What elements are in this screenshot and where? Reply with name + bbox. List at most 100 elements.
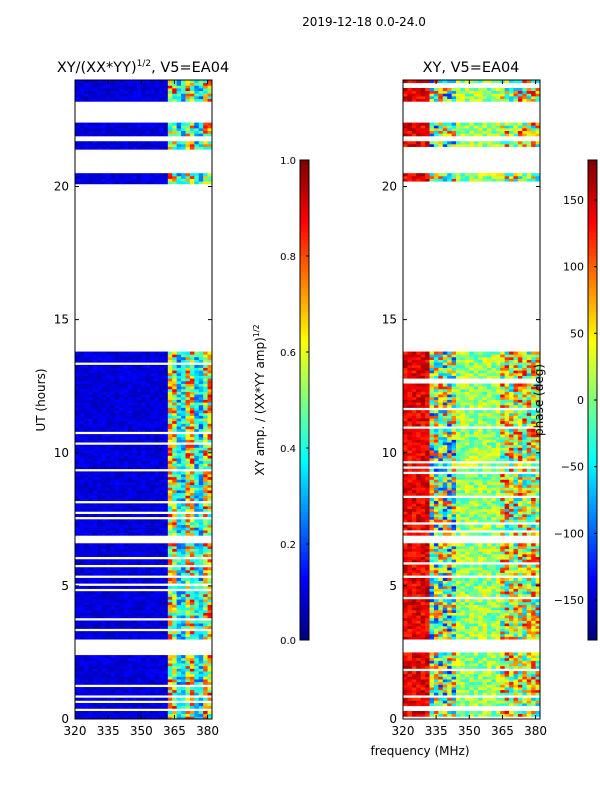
amplitude-heatmap-cell — [105, 359, 111, 363]
amplitude-heatmap-cell — [203, 503, 208, 507]
amplitude-heatmap-cell — [92, 383, 98, 387]
amplitude-heatmap-cell — [185, 146, 191, 150]
amplitude-heatmap-cell — [88, 482, 94, 486]
amplitude-heatmap-cell — [110, 711, 116, 715]
amplitude-heatmap-cell — [114, 386, 120, 390]
amplitude-heatmap-cell — [207, 471, 213, 475]
amplitude-heatmap-cell — [75, 679, 80, 683]
amplitude-heatmap-cell — [97, 615, 102, 619]
amplitude-heatmap-cell — [207, 487, 213, 491]
amplitude-heatmap-cell — [203, 711, 208, 715]
amplitude-heatmap-cell — [207, 82, 213, 86]
amplitude-heatmap-cell — [150, 615, 155, 619]
phase-heatmap-cell — [429, 684, 435, 688]
phase-heatmap-cell — [491, 689, 497, 693]
amplitude-heatmap-cell — [123, 178, 129, 182]
amplitude-heatmap-cell — [83, 620, 89, 624]
amplitude-heatmap-cell — [83, 130, 89, 134]
phase-heatmap-cell — [460, 636, 466, 640]
amplitude-heatmap-cell — [145, 402, 151, 406]
amplitude-heatmap-cell — [185, 463, 191, 467]
amplitude-heatmap-cell — [128, 506, 133, 510]
phase-heatmap-cell — [531, 681, 536, 685]
phase-heatmap-cell — [403, 681, 408, 685]
amplitude-heatmap-cell — [176, 612, 182, 616]
amplitude-heatmap-cell — [176, 593, 182, 597]
phase-heatmap-cell — [411, 655, 417, 659]
amplitude-heatmap-cell — [88, 423, 94, 427]
amplitude-heatmap-cell — [158, 687, 164, 691]
phase-heatmap-cell — [513, 671, 519, 675]
amplitude-heatmap-cell — [132, 577, 138, 581]
amplitude-heatmap-cell — [88, 508, 94, 512]
phase-heatmap-cell — [517, 652, 523, 656]
amplitude-heatmap-cell — [114, 492, 120, 496]
amplitude-heatmap-cell — [167, 660, 173, 664]
amplitude-heatmap-cell — [75, 591, 80, 595]
amplitude-heatmap-cell — [181, 506, 186, 510]
amplitude-heatmap-cell — [176, 713, 182, 717]
amplitude-heatmap-cell — [79, 596, 85, 600]
amplitude-heatmap-cell — [136, 394, 142, 398]
amplitude-heatmap-cell — [110, 82, 116, 86]
amplitude-heatmap-cell — [154, 391, 160, 395]
amplitude-heatmap-cell — [189, 657, 195, 661]
amplitude-heatmap-cell — [189, 82, 195, 86]
amplitude-heatmap-cell — [101, 80, 107, 84]
amplitude-heatmap-cell — [101, 593, 107, 597]
amplitude-heatmap-cell — [141, 633, 147, 637]
amplitude-heatmap-cell — [123, 399, 129, 403]
phase-heatmap-cell — [491, 628, 497, 632]
phase-heatmap-cell — [438, 663, 444, 667]
amplitude-heatmap-cell — [154, 492, 160, 496]
amplitude-heatmap-cell — [88, 455, 94, 459]
amplitude-heatmap-cell — [114, 689, 120, 693]
amplitude-heatmap-cell — [198, 85, 204, 89]
amplitude-heatmap-cell — [158, 143, 164, 147]
amplitude-heatmap-cell — [167, 591, 173, 595]
amplitude-heatmap-cell — [110, 375, 116, 379]
amplitude-heatmap-cell — [189, 503, 195, 507]
amplitude-heatmap-cell — [119, 567, 125, 571]
amplitude-heatmap-cell — [105, 657, 111, 661]
amplitude-heatmap-cell — [189, 404, 195, 408]
phase-heatmap-cell — [482, 689, 488, 693]
amplitude-heatmap-cell — [79, 681, 85, 685]
amplitude-heatmap-cell — [92, 559, 98, 563]
phase-heatmap-cell — [464, 660, 470, 664]
amplitude-heatmap-cell — [150, 93, 155, 97]
amplitude-heatmap-cell — [194, 471, 200, 475]
amplitude-heatmap-cell — [158, 466, 164, 470]
amplitude-heatmap-cell — [79, 133, 85, 137]
amplitude-heatmap-cell — [88, 125, 94, 129]
amplitude-heatmap-cell — [181, 663, 186, 667]
phase-heatmap-cell — [526, 676, 532, 680]
amplitude-heatmap-cell — [203, 399, 208, 403]
amplitude-heatmap-cell — [203, 665, 208, 669]
amplitude-heatmap-cell — [154, 130, 160, 134]
amplitude-heatmap-cell — [158, 601, 164, 605]
phase-heatmap-cell — [486, 676, 492, 680]
amplitude-heatmap-cell — [181, 689, 186, 693]
amplitude-heatmap-cell — [132, 146, 138, 150]
amplitude-heatmap-cell — [119, 689, 125, 693]
amplitude-heatmap-cell — [119, 175, 125, 179]
amplitude-heatmap-cell — [198, 572, 204, 576]
amplitude-heatmap-cell — [83, 623, 89, 627]
phase-heatmap-cell — [411, 652, 417, 656]
amplitude-heatmap-cell — [158, 404, 164, 408]
amplitude-heatmap-cell — [75, 383, 80, 387]
phase-heatmap-cell — [535, 689, 541, 693]
amplitude-heatmap-cell — [203, 474, 208, 478]
amplitude-heatmap-cell — [119, 668, 125, 672]
amplitude-heatmap-cell — [145, 375, 151, 379]
amplitude-heatmap-cell — [119, 87, 125, 92]
amplitude-heatmap-cell — [141, 173, 147, 177]
amplitude-heatmap-cell — [132, 519, 138, 523]
phase-heatmap-cell — [509, 660, 514, 664]
amplitude-heatmap-cell — [185, 495, 191, 499]
amplitude-heatmap-cell — [185, 410, 191, 414]
amplitude-heatmap-cell — [145, 476, 151, 480]
amplitude-heatmap-cell — [128, 370, 133, 374]
amplitude-heatmap-cell — [167, 455, 173, 459]
